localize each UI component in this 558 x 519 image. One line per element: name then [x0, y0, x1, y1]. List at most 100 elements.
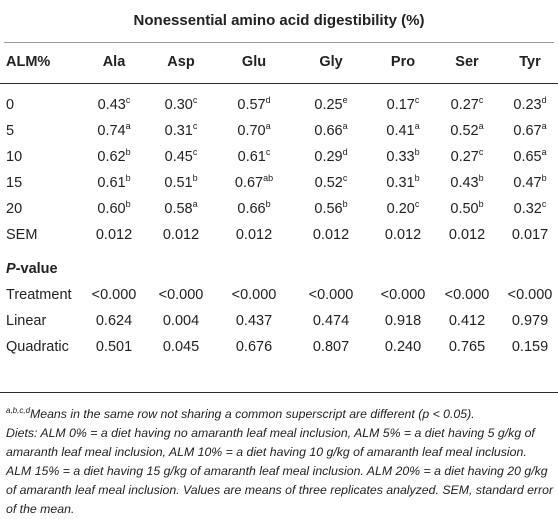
header-row: ALM% Ala Asp Glu Gly Pro Ser Tyr — [0, 54, 558, 76]
pvalue-cell: <0.000 — [308, 287, 354, 303]
table-cell: 0.61c — [237, 147, 271, 166]
table-cell: 0.47b — [513, 173, 547, 192]
table-row: 10 0.62b 0.45c 0.61c 0.29d 0.33b 0.27c 0.65a — [0, 147, 558, 171]
table-cell: 0.56b — [314, 199, 348, 218]
table-cell: 0.66b — [237, 199, 271, 218]
table-cell: 0.20c — [386, 199, 420, 218]
pvalue-heading: P-value — [6, 261, 58, 277]
table-cell: 0.41a — [386, 121, 420, 140]
table-cell: 0.62b — [97, 147, 131, 166]
table-cell: 0.70a — [237, 121, 271, 140]
pvalue-cell: <0.000 — [231, 287, 277, 303]
row-label: 10 — [6, 149, 23, 165]
table-cell: 0.25e — [314, 95, 348, 114]
table-cell: 0.012 — [235, 227, 273, 243]
pvalue-cell: 0.624 — [95, 313, 133, 329]
table-cell: 0.012 — [448, 227, 486, 243]
table-cell: 0.012 — [312, 227, 350, 243]
table-cell: 0.50b — [450, 199, 484, 218]
pvalue-cell: 0.412 — [448, 313, 486, 329]
table-cell: 0.65a — [513, 147, 547, 166]
pvalue-cell: 0.159 — [511, 339, 549, 355]
table-footnotes: a,b,c,dMeans in the same row not sharing… — [6, 405, 554, 519]
pvalue-row: Treatment <0.000 <0.000 <0.000 <0.000 <0.000 <… — [0, 287, 558, 309]
table-cell: 0.66a — [314, 121, 348, 140]
table-cell: 0.30c — [164, 95, 198, 114]
pvalue-cell: <0.000 — [507, 287, 553, 303]
table-cell: 0.51b — [164, 173, 198, 192]
footnote-diets: Diets: ALM 0% = a diet having no amarant… — [6, 426, 554, 517]
table-cell: 0.31c — [164, 121, 198, 140]
table-cell: 0.67a — [513, 121, 547, 140]
title-divider — [4, 42, 554, 43]
header-pro: Pro — [390, 54, 416, 70]
table-row: 20 0.60b 0.58a 0.66b 0.56b 0.20c 0.50b 0.32c — [0, 199, 558, 223]
pvalue-cell: 0.979 — [511, 313, 549, 329]
table-cell: 0.58a — [164, 199, 198, 218]
table-cell: 0.74a — [97, 121, 131, 140]
pvalue-row: Linear 0.624 0.004 0.437 0.474 0.918 0.412 0.97… — [0, 313, 558, 335]
table-cell: 0.61b — [97, 173, 131, 192]
table-cell: 0.45c — [164, 147, 198, 166]
row-label: SEM — [6, 227, 38, 243]
header-alm: ALM% — [6, 54, 51, 70]
pvalue-cell: 0.807 — [312, 339, 350, 355]
pvalue-header-row: P-value — [0, 261, 558, 283]
pvalue-cell: <0.000 — [91, 287, 137, 303]
header-ala: Ala — [102, 54, 126, 70]
table-bottom-rule — [0, 392, 558, 393]
pvalue-row: Quadratic 0.501 0.045 0.676 0.807 0.240 0.765 0… — [0, 339, 558, 361]
pvalue-cell: 0.240 — [384, 339, 422, 355]
table-cell: 0.29d — [314, 147, 348, 166]
pvalue-cell: 0.501 — [95, 339, 133, 355]
row-label: 0 — [6, 97, 15, 113]
table-cell: 0.43c — [97, 95, 131, 114]
table-cell: 0.33b — [386, 147, 420, 166]
table-cell: 0.57d — [237, 95, 271, 114]
table-figure: Nonessential amino acid digestibility (%… — [0, 12, 558, 516]
pvalue-cell: 0.765 — [448, 339, 486, 355]
row-label: 5 — [6, 123, 15, 139]
header-asp: Asp — [167, 54, 195, 70]
header-divider — [0, 83, 558, 84]
table-cell: 0.017 — [511, 227, 549, 243]
header-tyr: Tyr — [519, 54, 541, 70]
row-label: Linear — [6, 313, 47, 329]
table-cell: 0.60b — [97, 199, 131, 218]
table-cell: 0.012 — [95, 227, 133, 243]
table-cell: 0.17c — [386, 95, 420, 114]
table-cell: 0.012 — [384, 227, 422, 243]
table-cell: 0.012 — [162, 227, 200, 243]
pvalue-cell: <0.000 — [444, 287, 490, 303]
pvalue-cell: 0.004 — [162, 313, 200, 329]
table-cell: 0.67ab — [234, 173, 274, 192]
row-label: 20 — [6, 201, 23, 217]
row-label: Quadratic — [6, 339, 69, 355]
header-glu: Glu — [241, 54, 267, 70]
row-label: Treatment — [6, 287, 72, 303]
row-label: 15 — [6, 175, 23, 191]
pvalue-cell: 0.676 — [235, 339, 273, 355]
pvalue-cell: 0.437 — [235, 313, 273, 329]
header-ser: Ser — [455, 54, 479, 70]
table-cell: 0.32c — [513, 199, 547, 218]
header-gly: Gly — [319, 54, 343, 70]
pvalue-cell: 0.918 — [384, 313, 422, 329]
table-title: Nonessential amino acid digestibility (%… — [133, 12, 425, 29]
pvalue-cell: 0.045 — [162, 339, 200, 355]
footnote-significance: a,b,c,dMeans in the same row not sharing… — [6, 406, 475, 422]
table-row: 0 0.43c 0.30c 0.57d 0.25e 0.17c 0.27c 0.23d — [0, 95, 558, 119]
pvalue-cell: 0.474 — [312, 313, 350, 329]
table-cell: 0.27c — [450, 95, 484, 114]
table-cell: 0.23d — [513, 95, 547, 114]
pvalue-cell: <0.000 — [380, 287, 426, 303]
pvalue-cell: <0.000 — [158, 287, 204, 303]
table-cell: 0.52c — [314, 173, 348, 192]
table-cell: 0.43b — [450, 173, 484, 192]
table-cell: 0.52a — [450, 121, 484, 140]
table-row: 15 0.61b 0.51b 0.67ab 0.52c 0.31b 0.43b 0.47b — [0, 173, 558, 197]
table-row: 5 0.74a 0.31c 0.70a 0.66a 0.41a 0.52a 0.67a — [0, 121, 558, 145]
table-row: SEM 0.012 0.012 0.012 0.012 0.012 0.012 0.017 — [0, 227, 558, 249]
table-cell: 0.27c — [450, 147, 484, 166]
table-cell: 0.31b — [386, 173, 420, 192]
